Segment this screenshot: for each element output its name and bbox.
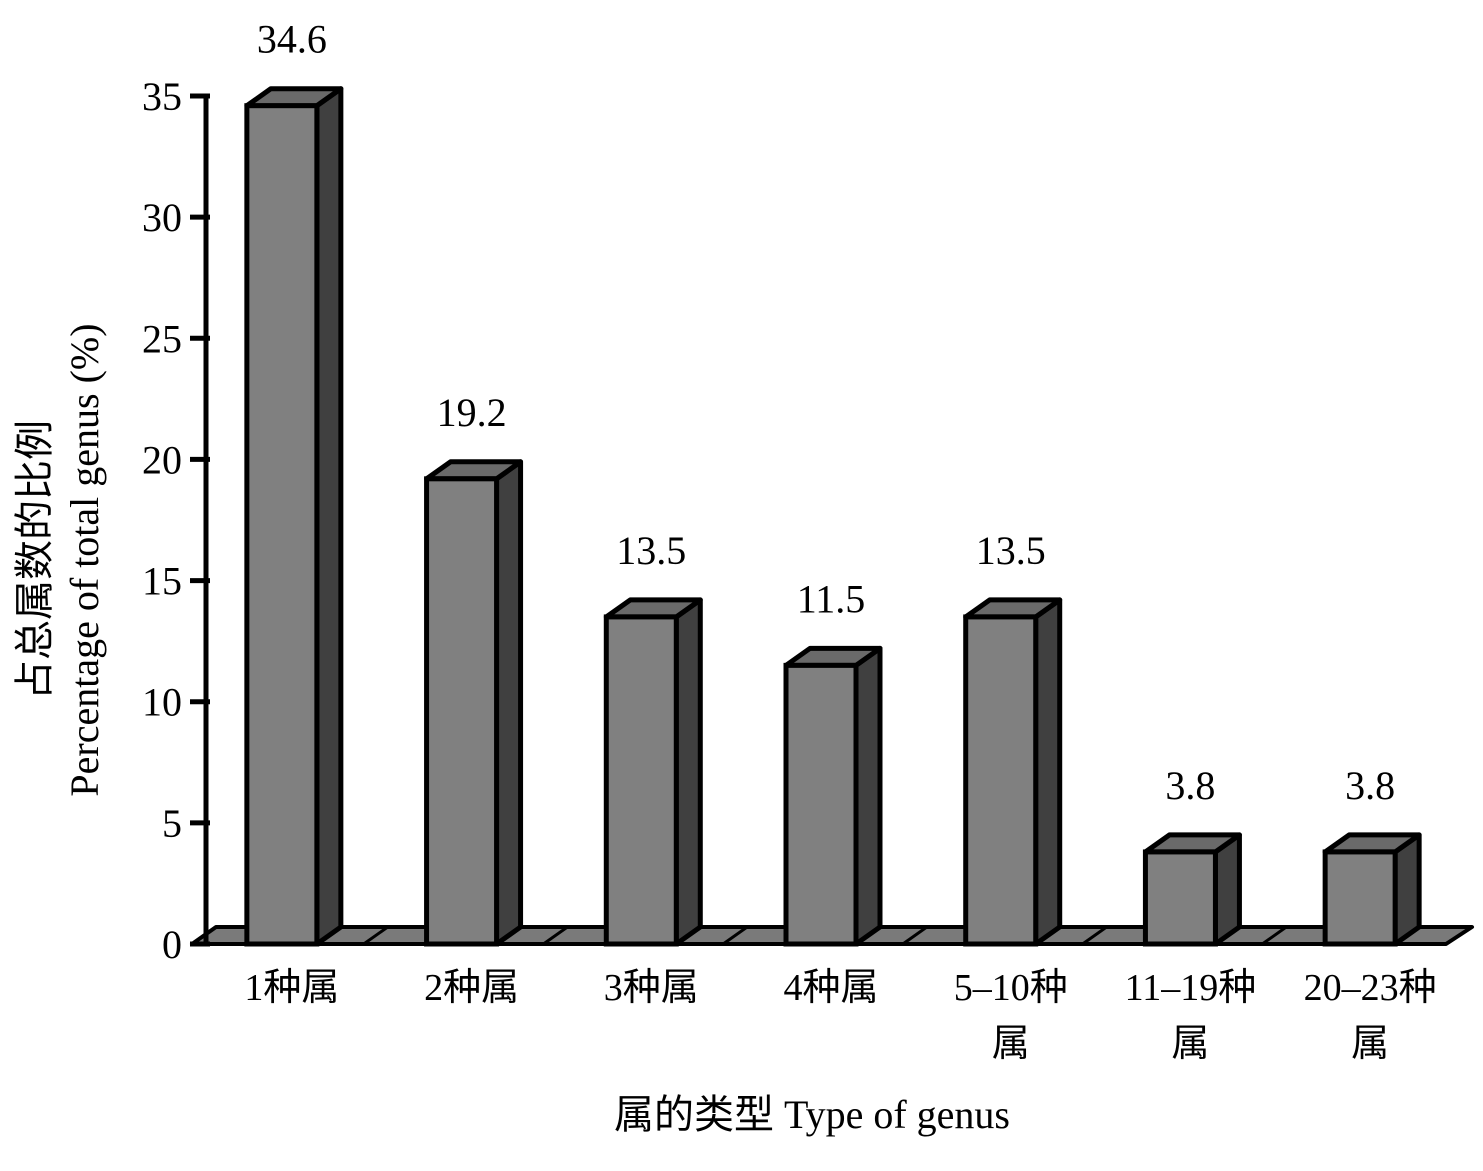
bar-2 bbox=[424, 459, 524, 947]
data-labels: 34.6 19.2 13.5 11.5 13.5 3.8 3.8 bbox=[257, 17, 1395, 808]
y-tick-label-10: 10 bbox=[142, 680, 182, 725]
bar-front bbox=[603, 614, 679, 947]
bars bbox=[244, 86, 1422, 947]
y-axis-title-cn: 占总属数的比例 bbox=[12, 420, 57, 700]
floor-divider bbox=[1261, 925, 1288, 946]
bar-4 bbox=[783, 645, 883, 947]
bar-6 bbox=[1142, 832, 1242, 947]
category-label-5-line1: 5–10种 bbox=[954, 967, 1068, 1009]
floor-divider bbox=[901, 925, 928, 946]
bar-side bbox=[314, 86, 344, 947]
data-label-7: 3.8 bbox=[1345, 763, 1395, 808]
y-tick-label-20: 20 bbox=[142, 437, 182, 482]
category-label-3: 3种属 bbox=[604, 967, 699, 1009]
x-axis-title: 属的类型 Type of genus bbox=[614, 1092, 1010, 1137]
data-label-2: 19.2 bbox=[437, 390, 507, 435]
data-label-5: 13.5 bbox=[976, 528, 1046, 573]
bar-1 bbox=[244, 86, 344, 947]
bar-front bbox=[1322, 849, 1398, 947]
category-label-2: 2种属 bbox=[424, 967, 519, 1009]
bar-side bbox=[494, 459, 524, 947]
bar-front bbox=[783, 662, 859, 947]
category-label-6-line1: 11–19种 bbox=[1125, 967, 1257, 1009]
category-label-6-line2: 属 bbox=[1171, 1023, 1209, 1065]
floor-divider bbox=[362, 925, 389, 946]
y-tick-label-35: 35 bbox=[142, 74, 182, 119]
bar-3 bbox=[603, 597, 703, 947]
data-label-4: 11.5 bbox=[797, 576, 866, 621]
bar-5 bbox=[963, 597, 1063, 947]
bar-front bbox=[963, 614, 1039, 947]
floor-divider bbox=[1081, 925, 1108, 946]
bar-side bbox=[853, 645, 883, 947]
data-label-1: 34.6 bbox=[257, 17, 327, 62]
bar-7 bbox=[1322, 832, 1422, 947]
bar-side bbox=[673, 597, 703, 947]
category-label-7-line1: 20–23种 bbox=[1304, 967, 1437, 1009]
category-label-1: 1种属 bbox=[244, 967, 339, 1009]
data-label-3: 13.5 bbox=[616, 528, 686, 573]
bar-front bbox=[244, 103, 320, 947]
category-label-7-line2: 属 bbox=[1351, 1023, 1389, 1065]
y-tick-label-15: 15 bbox=[142, 559, 182, 604]
y-axis: 0 5 10 15 20 25 30 35 bbox=[142, 74, 210, 967]
y-tick-label-25: 25 bbox=[142, 316, 182, 361]
bar-front bbox=[1142, 849, 1218, 947]
bar-side bbox=[1033, 597, 1063, 947]
y-tick-label-0: 0 bbox=[162, 922, 182, 967]
data-label-6: 3.8 bbox=[1165, 763, 1215, 808]
category-label-5-line2: 属 bbox=[992, 1023, 1030, 1065]
floor-divider bbox=[722, 925, 749, 946]
y-tick-label-5: 5 bbox=[162, 801, 182, 846]
floor-divider bbox=[542, 925, 569, 946]
category-label-4: 4种属 bbox=[783, 967, 878, 1009]
y-axis-title-en: Percentage of total genus (%) bbox=[62, 323, 107, 796]
bar-front bbox=[424, 476, 500, 947]
y-tick-label-30: 30 bbox=[142, 195, 182, 240]
